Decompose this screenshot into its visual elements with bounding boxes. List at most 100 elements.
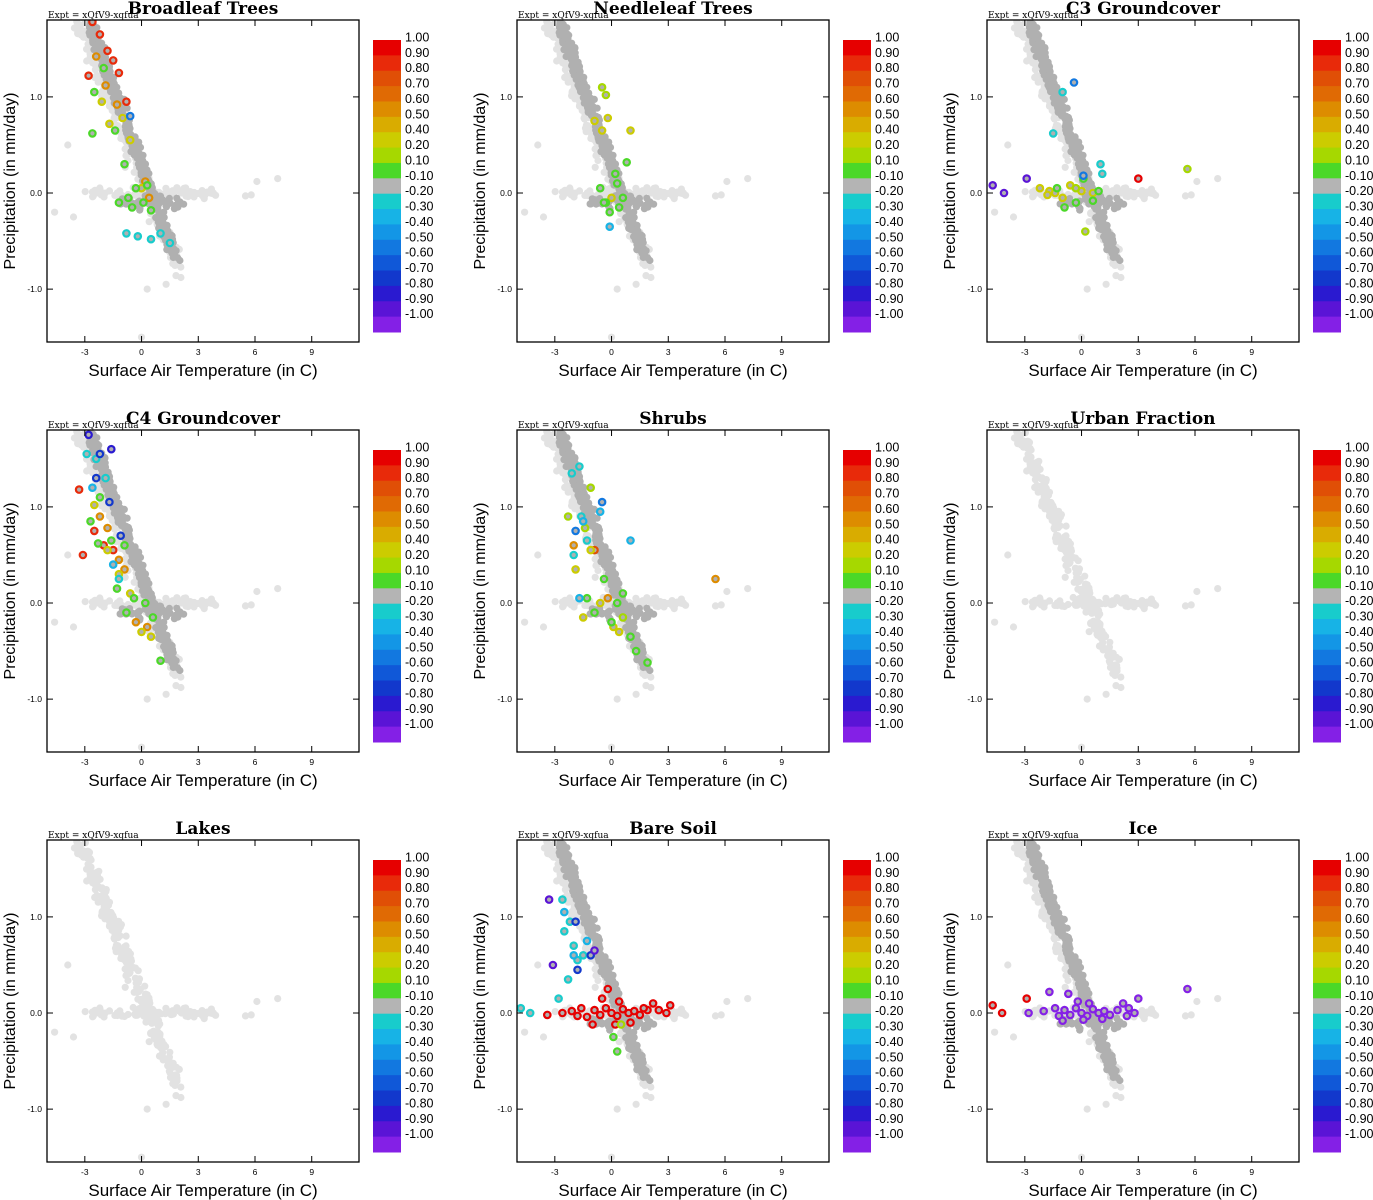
colorbar-swatch [843,239,871,256]
y-tick-label: 0.0 [970,188,982,198]
series [88,483,118,569]
colorbar-label: 0.80 [405,61,429,75]
background-point [521,208,529,216]
series [125,111,135,121]
colorbar-swatch [1313,665,1341,682]
colorbar-swatch [1313,285,1341,302]
colorbar-swatch [1313,465,1341,482]
colorbar-swatch [843,316,871,333]
colorbar-label: 0.50 [1345,517,1369,531]
neutral-point [646,198,654,206]
neutral-point [586,200,594,208]
background-point [162,184,170,192]
data-point [614,627,624,637]
x-tick-label: -3 [551,347,559,357]
colorbar-label: 0.50 [1345,107,1369,121]
colorbar-swatch [843,726,871,743]
x-axis-label: Surface Air Temperature (in C) [1028,771,1257,790]
colorbar-label: -0.80 [405,276,434,290]
x-tick-label: 9 [1249,347,1254,357]
background-point [1073,565,1081,573]
background-point [1013,430,1021,436]
colorbar-swatch [1313,132,1341,149]
data-point [595,598,605,608]
neutral-point [1044,58,1052,66]
colorbar-label: -0.10 [875,169,904,183]
series [91,52,154,203]
neutral-point [598,556,607,564]
expt-label: Expt = xQfV9-xqfua [48,11,139,21]
colorbar-swatch [1313,116,1341,133]
neutral-point [594,132,602,140]
neutral-point [122,120,130,128]
background-point [1010,434,1019,442]
background-point [1045,597,1054,605]
data-point [610,169,620,179]
neutral-point [99,463,107,471]
colorbar-label: -0.60 [405,656,434,670]
background-point [1083,581,1091,589]
background-point [81,598,89,606]
background-point [1040,476,1048,484]
colorbar-label: 0.80 [875,471,899,485]
background-point [632,690,640,698]
neutral-point [1033,41,1041,49]
colorbar-label: -0.10 [875,579,904,593]
colorbar-swatch [373,132,401,149]
colorbar-swatch [1313,619,1341,635]
background-point [69,213,78,221]
background-point [723,587,731,596]
background-point [122,932,130,940]
data-point [116,531,126,541]
expt-label: Expt = xQfV9-xqfua [48,831,139,841]
y-tick-label: 1.0 [30,502,42,512]
colorbar-label: 0.20 [875,548,899,562]
data-point [99,63,109,73]
background-point [1149,599,1157,607]
background-point [130,578,138,586]
colorbar-label: 0.90 [1345,46,1369,60]
background-points [991,430,1222,751]
background-point [1106,663,1115,672]
panel-title: Needleleaf Trees [593,0,752,19]
data-point [146,206,156,215]
background-point [73,20,81,26]
background-point [1117,263,1125,271]
neutral-point [570,481,578,489]
background-point [1102,594,1110,602]
background-point [617,210,625,218]
data-point [118,113,127,123]
x-tick-label: 9 [309,757,314,767]
background-point [70,434,78,442]
colorbar-label: -0.30 [875,610,904,624]
background-point [744,175,752,183]
neutral-point [92,462,100,471]
colorbar-swatch [843,649,871,666]
colorbar-swatch [373,726,401,743]
background-point [1064,156,1072,165]
neutral-point [100,71,108,79]
colorbar: 1.000.900.800.700.600.500.400.200.10-0.1… [373,31,434,333]
x-tick-label: -3 [81,757,89,767]
background-point [143,285,151,293]
colorbar-label: -0.30 [405,610,434,624]
background-point [145,218,153,226]
background-points [51,430,282,751]
background-point [573,504,582,512]
background-point [573,94,582,102]
colorbar-swatch [373,496,401,512]
colorbar-swatch [843,695,871,712]
neutral-point [562,52,570,61]
data-point [590,116,599,126]
data-point [1094,186,1103,196]
background-point [1078,587,1086,595]
background-point [663,190,671,198]
data-point [105,497,114,507]
colorbar-swatch [1313,726,1341,743]
data-point [107,536,116,545]
data-point [618,193,628,203]
colorbar-label: -0.90 [1345,702,1373,716]
x-tick-label: 3 [1136,347,1141,357]
